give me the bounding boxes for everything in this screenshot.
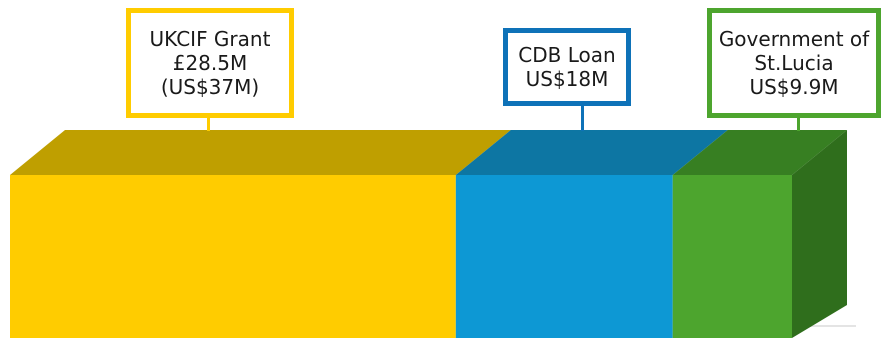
callout-connector-cdb	[581, 105, 584, 131]
bar-segment-front	[10, 175, 456, 338]
callout-line: St.Lucia	[754, 51, 834, 75]
callout-line: US$18M	[525, 67, 609, 91]
bar-segment-top	[10, 130, 511, 175]
callout-cdb-loan: CDB Loan US$18M	[503, 28, 631, 106]
callout-line: CDB Loan	[518, 43, 616, 67]
callout-line: UKCIF Grant	[149, 27, 271, 51]
bar-segment-top	[455, 130, 728, 175]
callout-line: US$9.9M	[749, 75, 839, 99]
callout-connector-ukcif	[207, 117, 210, 131]
callout-line: Government of	[718, 27, 870, 51]
bar-segment-top	[672, 130, 847, 175]
bar-segment-front	[455, 175, 673, 338]
callout-ukcif-grant: UKCIF Grant £28.5M (US$37M)	[126, 8, 294, 118]
callout-government-st-lucia: Government of St.Lucia US$9.9M	[707, 8, 881, 118]
callout-connector-government	[797, 117, 800, 131]
callout-line: (US$37M)	[160, 75, 260, 99]
bar-segment-side	[792, 130, 847, 338]
bar-segment-front	[672, 175, 792, 338]
callout-line: £28.5M	[172, 51, 248, 75]
